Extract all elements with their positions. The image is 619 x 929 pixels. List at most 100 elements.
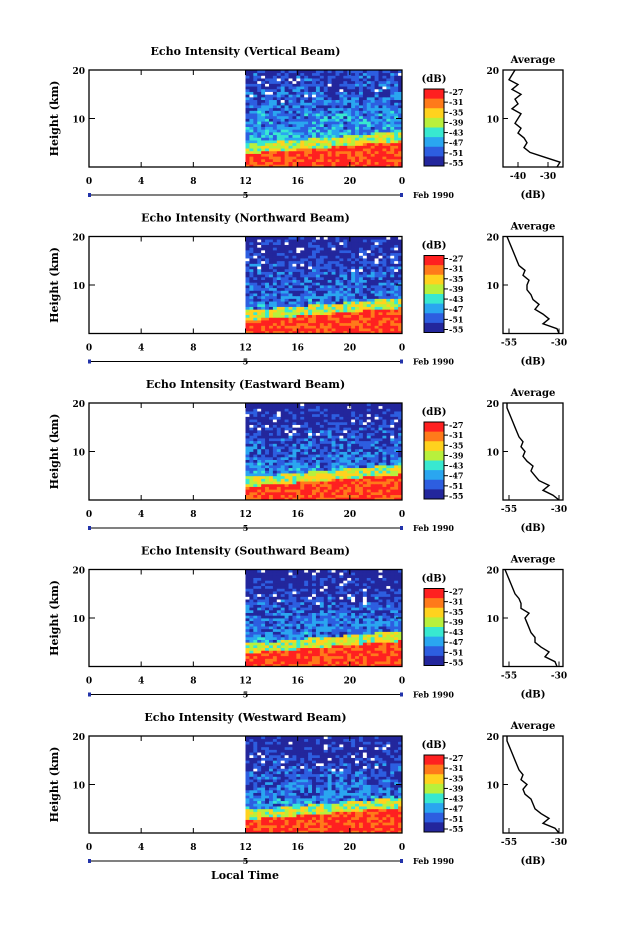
heatmap-cell — [288, 303, 293, 307]
heatmap-cell — [386, 663, 391, 667]
heatmap-cell — [351, 236, 356, 240]
heatmap-cell — [327, 411, 332, 415]
heatmap-cell — [339, 448, 344, 452]
heatmap-cell — [308, 325, 313, 329]
heatmap-cell — [347, 105, 352, 109]
heatmap-cell — [288, 260, 293, 264]
heatmap-cell — [390, 96, 395, 101]
heatmap-cell — [355, 241, 360, 245]
heatmap-cell — [276, 118, 282, 122]
heatmap-cell — [276, 241, 282, 245]
heatmap-cell — [315, 317, 321, 321]
heatmap-cell — [296, 440, 301, 444]
heatmap-cell — [370, 653, 376, 657]
heatmap-cell — [292, 107, 297, 111]
heatmap-cell — [312, 306, 317, 310]
y-tick-label: 20 — [72, 67, 85, 77]
heatmap-cell — [308, 478, 313, 482]
heatmap-cell — [280, 328, 286, 332]
heatmap-cell — [272, 78, 278, 82]
heatmap-cell — [296, 443, 301, 447]
heatmap-cell — [323, 408, 329, 412]
heatmap-cell — [378, 642, 383, 646]
heatmap-cell — [378, 408, 383, 412]
heatmap-cell — [288, 663, 293, 667]
heatmap-cell — [374, 236, 379, 240]
heatmap-cell — [280, 105, 286, 109]
heatmap-cell — [300, 249, 305, 254]
heatmap-cell — [257, 443, 262, 447]
heatmap-cell — [378, 260, 383, 264]
heatmap-cell — [358, 661, 364, 665]
heatmap-cell — [268, 491, 274, 496]
heatmap-cell — [292, 486, 297, 490]
heatmap-cell — [347, 247, 352, 251]
heatmap-cell — [312, 236, 317, 240]
heatmap-cell — [366, 290, 372, 294]
heatmap-cell — [276, 306, 282, 310]
heatmap-cell — [288, 236, 293, 240]
heatmap-cell — [331, 497, 336, 501]
heatmap-cell — [366, 459, 372, 463]
heatmap-cell — [245, 432, 250, 436]
heatmap-cell — [319, 322, 325, 326]
heatmap-cell — [288, 424, 293, 428]
heatmap-cell — [370, 134, 376, 138]
heatmap-cell — [355, 96, 360, 101]
heatmap-cell — [378, 150, 383, 154]
heatmap-cell — [304, 260, 309, 264]
heatmap-cell — [288, 263, 293, 267]
heatmap-cell — [339, 658, 344, 662]
heatmap-cell — [284, 70, 289, 74]
heatmap-cell — [358, 491, 364, 496]
heatmap-cell — [276, 411, 282, 415]
heatmap-cell — [398, 153, 403, 157]
heatmap-cell — [288, 145, 293, 149]
heatmap-cell — [335, 75, 340, 79]
heatmap-cell — [257, 306, 262, 310]
heatmap-cell — [366, 140, 372, 144]
heatmap-cell — [292, 459, 297, 463]
heatmap-cell — [276, 462, 282, 466]
heatmap-cell — [315, 408, 321, 412]
heatmap-cell — [398, 427, 403, 431]
heatmap-cell — [386, 241, 391, 245]
heatmap-cell — [323, 491, 329, 496]
heatmap-cell — [347, 419, 352, 423]
heatmap-cell — [386, 236, 391, 240]
heatmap-cell — [284, 494, 289, 498]
heatmap-cell — [339, 241, 344, 245]
heatmap-cell — [304, 148, 309, 152]
heatmap-cell — [261, 456, 266, 460]
heatmap-cell — [276, 285, 282, 289]
heatmap-cell — [296, 150, 301, 154]
heatmap-cell — [323, 268, 329, 272]
heatmap-cell — [323, 148, 329, 152]
heatmap-cell — [323, 309, 329, 313]
heatmap-cell — [319, 91, 325, 95]
heatmap-cell — [272, 454, 278, 458]
heatmap-cell — [390, 309, 395, 313]
heatmap-cell — [300, 464, 305, 469]
heatmap-cell — [374, 497, 379, 501]
heatmap-cell — [300, 134, 305, 138]
heatmap-cell — [374, 134, 379, 138]
heatmap-cell — [351, 88, 356, 92]
heatmap-cell — [257, 491, 262, 496]
heatmap-cell — [288, 489, 293, 493]
heatmap-cell — [355, 107, 360, 111]
heatmap-cell — [272, 102, 278, 106]
heatmap-cell — [261, 317, 266, 321]
heatmap-cell — [319, 271, 325, 275]
heatmap-cell — [284, 403, 289, 407]
heatmap-cell — [362, 443, 368, 447]
heatmap-cell — [280, 481, 286, 485]
heatmap-cell — [268, 454, 274, 458]
heatmap-cell — [265, 443, 270, 447]
heatmap-cell — [272, 121, 278, 125]
heatmap-cell — [370, 322, 376, 326]
heatmap-cell — [355, 148, 360, 152]
heatmap-cell — [261, 473, 266, 477]
heatmap-cell — [378, 113, 383, 117]
heatmap-cell — [335, 276, 340, 281]
